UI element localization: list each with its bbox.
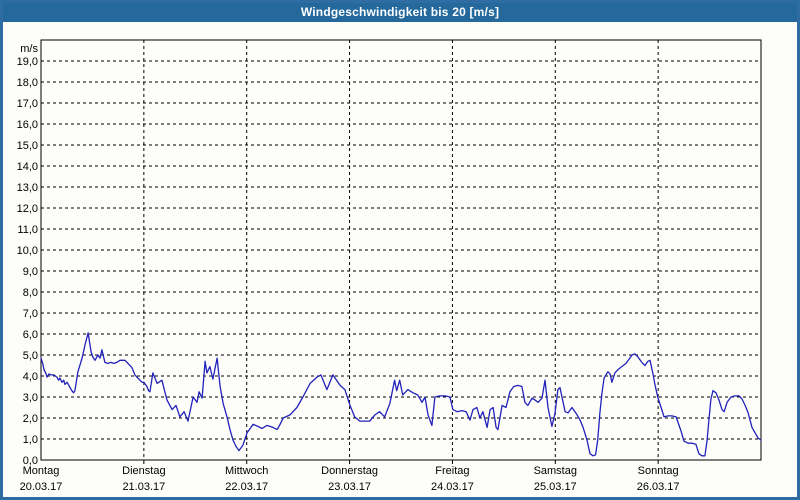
y-tick-label: 19,0 bbox=[17, 56, 38, 68]
x-day-label: Sonntag bbox=[638, 465, 679, 477]
x-day-label: Dienstag bbox=[122, 465, 165, 477]
x-day-label: Donnerstag bbox=[321, 465, 378, 477]
y-tick-label: 4,0 bbox=[23, 371, 38, 383]
y-tick-label: 13,0 bbox=[17, 182, 38, 194]
y-tick-label: 18,0 bbox=[17, 77, 38, 89]
y-tick-label: 7,0 bbox=[23, 308, 38, 320]
y-tick-label: 9,0 bbox=[23, 266, 38, 278]
y-tick-label: 2,0 bbox=[23, 413, 38, 425]
y-tick-label: 8,0 bbox=[23, 287, 38, 299]
x-day-label: Montag bbox=[23, 465, 60, 477]
x-date-label: 20.03.17 bbox=[20, 481, 63, 493]
x-date-label: 21.03.17 bbox=[122, 481, 165, 493]
x-date-label: 25.03.17 bbox=[534, 481, 577, 493]
y-tick-label: 1,0 bbox=[23, 434, 38, 446]
y-tick-label: 16,0 bbox=[17, 119, 38, 131]
chart-area: 0,0 1,0 2,0 3,0 4,0 5,0 6,0 7,0 8,0 9,0 10,0 11,0 12… bbox=[3, 22, 797, 497]
x-day-label: Freitag bbox=[435, 465, 469, 477]
y-tick-label: 3,0 bbox=[23, 392, 38, 404]
window-title: Windgeschwindigkeit bis 20 [m/s] bbox=[300, 5, 500, 19]
y-tick-label: 10,0 bbox=[17, 245, 38, 257]
x-date-label: 24.03.17 bbox=[431, 481, 474, 493]
y-tick-label: 0,0 bbox=[23, 455, 38, 467]
y-tick-label: 11,0 bbox=[17, 224, 38, 236]
y-tick-label: 14,0 bbox=[17, 161, 38, 173]
plot-border bbox=[40, 39, 762, 461]
y-tick-label: 17,0 bbox=[17, 98, 38, 110]
y-tick-label: 6,0 bbox=[23, 329, 38, 341]
y-tick-label: 5,0 bbox=[23, 350, 38, 362]
y-axis-unit-label: m/s bbox=[20, 43, 38, 55]
wind-speed-line bbox=[40, 332, 762, 457]
x-date-label: 23.03.17 bbox=[328, 481, 371, 493]
x-day-label: Samstag bbox=[534, 465, 577, 477]
y-tick-label: 15,0 bbox=[17, 140, 38, 152]
x-day-label: Mittwoch bbox=[225, 465, 268, 477]
x-date-label: 22.03.17 bbox=[225, 481, 268, 493]
x-date-label: 26.03.17 bbox=[637, 481, 680, 493]
y-tick-label: 12,0 bbox=[17, 203, 38, 215]
window-title-bar: Windgeschwindigkeit bis 20 [m/s] bbox=[3, 3, 797, 22]
chart-svg: 0,0 1,0 2,0 3,0 4,0 5,0 6,0 7,0 8,0 9,0 10,0 11,0 12… bbox=[17, 39, 762, 493]
